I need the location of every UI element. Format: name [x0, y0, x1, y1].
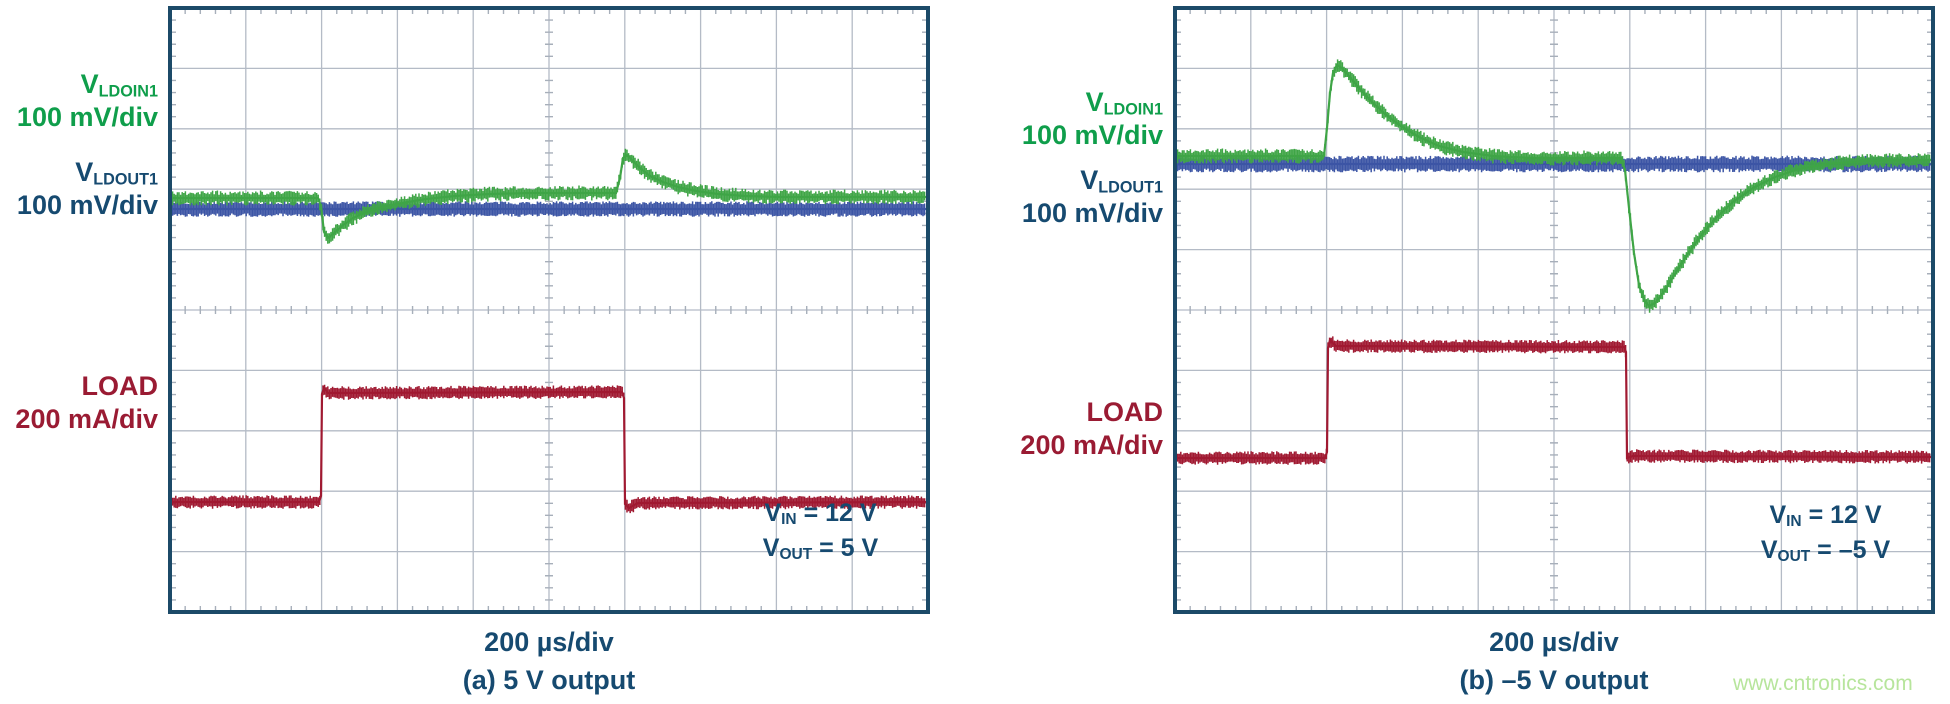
annotation-b-line2: VOUT = –5 V [1760, 536, 1891, 566]
annotation-b: VIN = 12 V VOUT = –5 V [1738, 501, 1913, 571]
annotation-a-line1: VIN = 12 V [764, 499, 877, 529]
ch-vldoin1-label-b: VLDOIN1 [1085, 87, 1163, 119]
ch-load-scale-a: 200 mA/div [15, 404, 158, 434]
timebase-a: 200 µs/div [484, 627, 614, 657]
ch-vldout1-label-b: VLDOUT1 [1080, 165, 1163, 197]
oscilloscope-plot-b [1173, 6, 1935, 614]
caption-b: (b) –5 V output [1459, 665, 1649, 695]
ch-vldoin1-label-a: VLDOIN1 [80, 69, 158, 101]
watermark: www.cntronics.com [1733, 672, 1913, 695]
ch-vldout1-label-a: VLDOUT1 [75, 157, 158, 189]
annotation-a-line2: VOUT = 5 V [762, 534, 879, 564]
caption-a: (a) 5 V output [462, 665, 636, 695]
ch-vldout1-scale-a: 100 mV/div [16, 190, 158, 220]
ch-load-label-a: LOAD [81, 371, 159, 401]
ch-load-scale-b: 200 mA/div [1020, 430, 1163, 460]
ch-vldout1-scale-b: 100 mV/div [1021, 198, 1163, 228]
annotation-b-line1: VIN = 12 V [1769, 501, 1882, 531]
ch-load-label-b: LOAD [1086, 397, 1164, 427]
timebase-b: 200 µs/div [1489, 627, 1619, 657]
annotation-a: VIN = 12 V VOUT = 5 V [733, 499, 908, 569]
ch-vldoin1-scale-a: 100 mV/div [16, 102, 158, 132]
oscilloscope-plot-a [168, 6, 930, 614]
ch-vldoin1-scale-b: 100 mV/div [1021, 120, 1163, 150]
channel-labels-b: VLDOIN1 100 mV/div VLDOUT1 100 mV/div LO… [1005, 0, 1163, 500]
channel-labels-a: VLDOIN1 100 mV/div VLDOUT1 100 mV/div LO… [0, 0, 158, 500]
